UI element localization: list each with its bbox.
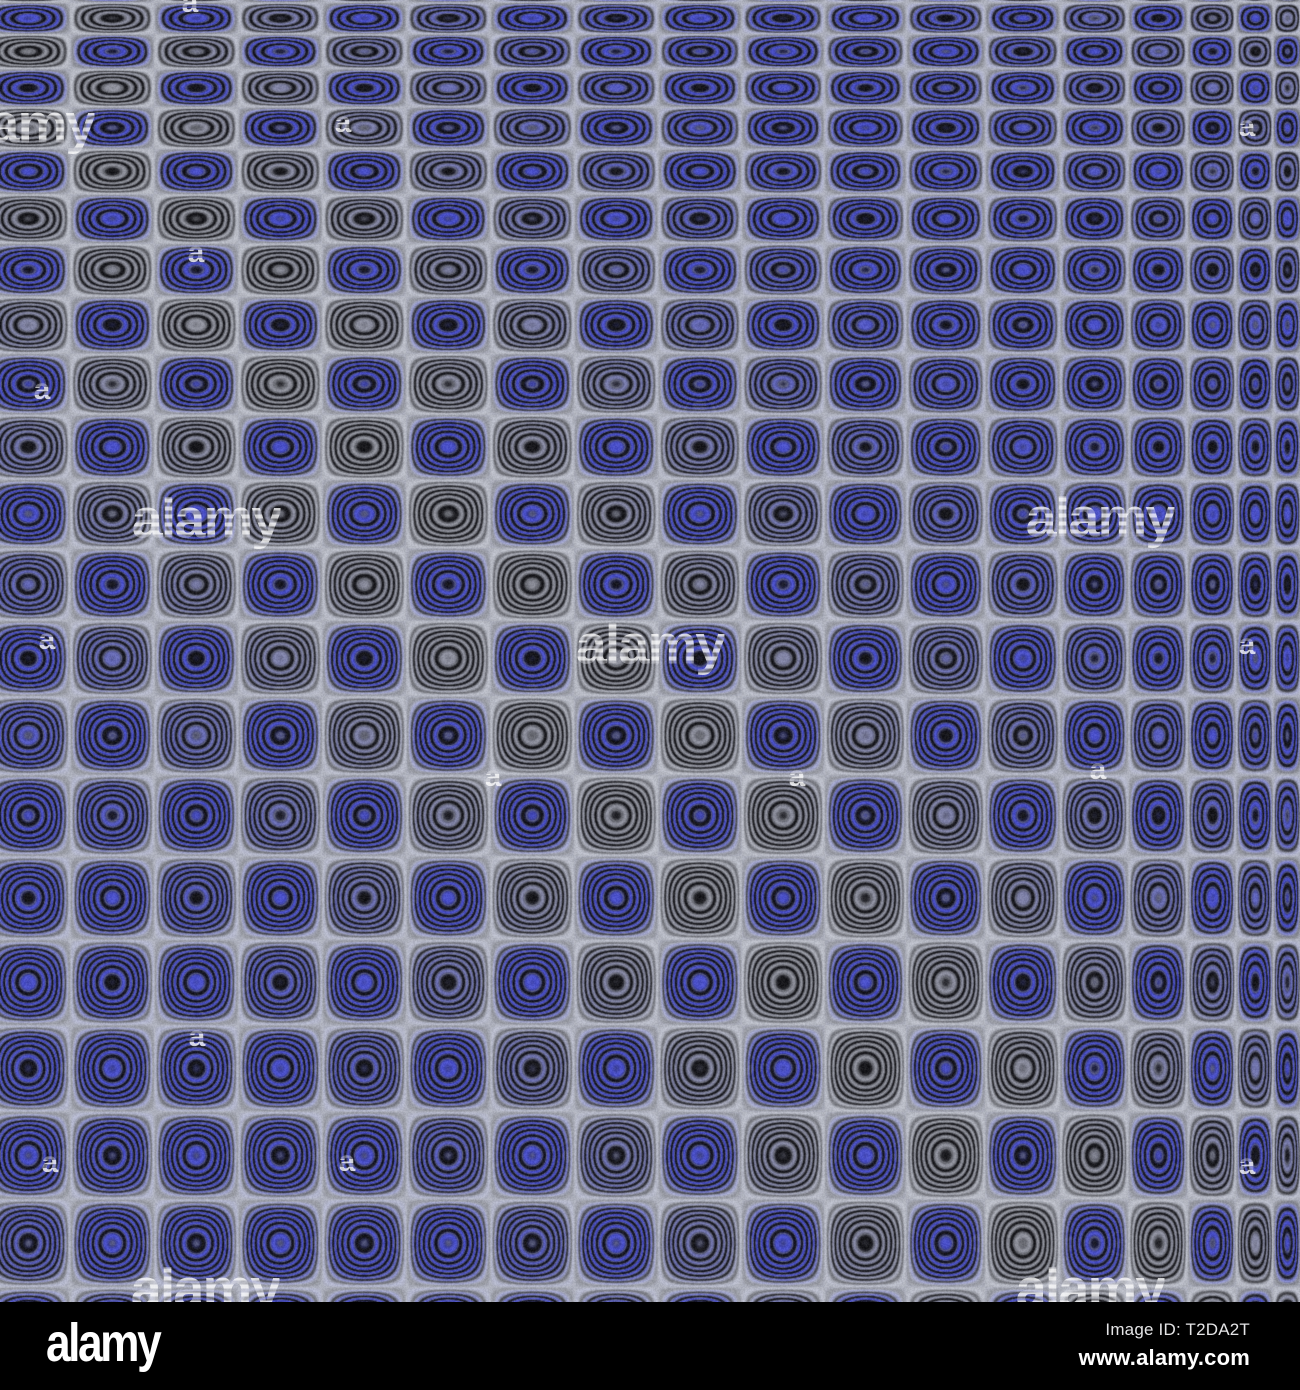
alamy-logo: alamy [46,1316,159,1370]
image-id-text: Image ID: T2DA2T [1105,1320,1250,1340]
footer-bar: alamy Image ID: T2DA2T www.alamy.com [0,1302,1300,1390]
stock-image: alamyalamyalamyalamyalamyalamyaaaaaaaaaa… [0,0,1300,1390]
footer-right-block: Image ID: T2DA2T www.alamy.com [1079,1320,1250,1371]
fractal-pattern-canvas [0,0,1300,1302]
website-url-text: www.alamy.com [1079,1345,1250,1371]
